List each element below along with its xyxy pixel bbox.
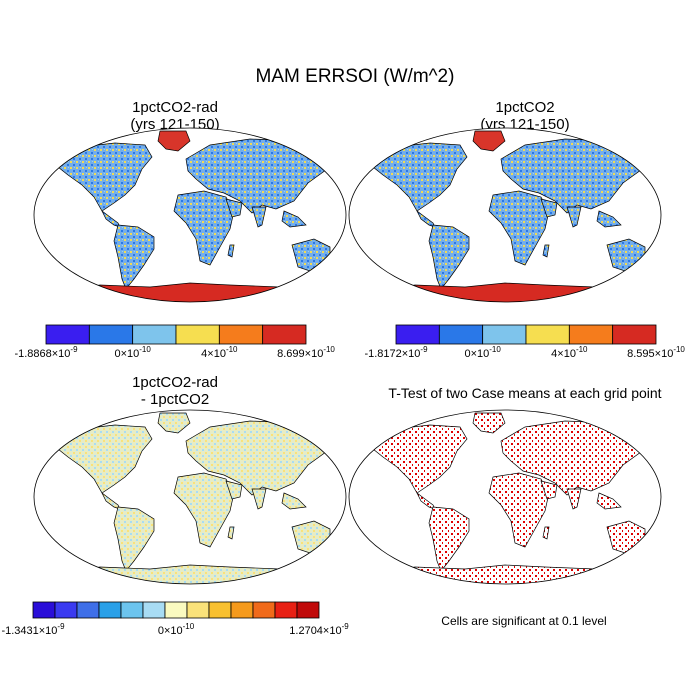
continent-north-america [364, 142, 468, 212]
map-border [348, 127, 662, 303]
colorbar-1pctco2-rad: -1.8868×10-9 0×10-10 4×10-10 8.699×10-10 [14, 324, 335, 360]
continent-south-america [428, 506, 470, 572]
colorbar-tick-label: 0×10-10 [464, 345, 501, 360]
continent-madagascar [542, 526, 550, 540]
map-border [348, 409, 662, 585]
colorbar-swatch [208, 601, 232, 619]
colorbar-tick-label: -1.8172×10-9 [364, 345, 428, 360]
colorbar-swatch [525, 324, 570, 345]
panel-4-title: T-Test of two Case means at each grid po… [388, 385, 661, 401]
colorbar-swatch [98, 601, 122, 619]
continent-greenland [472, 412, 506, 434]
colorbar-swatch [252, 601, 276, 619]
colorbar-tick-label: 4×10-10 [201, 345, 238, 360]
colorbar-swatch [395, 324, 440, 345]
colorbar-swatch [482, 324, 527, 345]
continent-madagascar [227, 526, 235, 540]
continent-arabia [540, 480, 558, 500]
colorbar-swatch [230, 601, 254, 619]
continent-north-america [364, 424, 468, 494]
colorbar-tick-label: 4×10-10 [551, 345, 588, 360]
continent-greenland [157, 412, 191, 434]
map-border [33, 127, 347, 303]
continent-india [566, 206, 582, 228]
continent-arabia [540, 198, 558, 218]
continent-southeast-asia [281, 210, 307, 228]
panel-1-title-line1: 1pctCO2-rad [132, 99, 218, 116]
panel-3-title-line1: 1pctCO2-rad [132, 374, 218, 391]
continent-madagascar [542, 244, 550, 258]
colorbar-swatch [296, 601, 320, 619]
colorbar-swatch [274, 601, 298, 619]
colorbar-difference: -1.3431×10-9 0×10-10 1.2704×10-9 [1, 601, 349, 637]
continent-greenland [157, 130, 191, 152]
significance-note: Cells are significant at 0.1 level [441, 614, 606, 628]
colorbar-swatch [438, 324, 484, 345]
colorbar-swatch [54, 601, 78, 619]
continent-north-america [49, 142, 153, 212]
colorbar-swatch [218, 324, 264, 345]
continent-india [251, 488, 267, 510]
continent-southeast-asia [596, 492, 622, 510]
colorbar-swatch [76, 601, 100, 619]
colorbar-swatch [186, 601, 210, 619]
map-panel-t-test [348, 409, 662, 585]
colorbar-tick-label: 0×10-10 [114, 345, 151, 360]
continent-north-america [49, 424, 153, 494]
continent-southeast-asia [596, 210, 622, 228]
map-panel-1pctco2-rad [33, 127, 347, 303]
map-border [33, 409, 347, 585]
continent-india [251, 206, 267, 228]
colorbar-swatch [612, 324, 657, 345]
colorbar-tick-label: 8.699×10-10 [277, 345, 335, 360]
colorbar-tick-label: -1.8868×10-9 [14, 345, 78, 360]
colorbar-tick-label: -1.3431×10-9 [1, 622, 65, 637]
colorbar-tick-label: 8.595×10-10 [627, 345, 685, 360]
continent-greenland [472, 130, 506, 152]
colorbar-1pctco2: -1.8172×10-9 0×10-10 4×10-10 8.595×10-10 [364, 324, 685, 360]
colorbar-swatch [132, 324, 177, 345]
continent-madagascar [227, 244, 235, 258]
continent-south-america [113, 224, 155, 290]
colorbar-swatch [120, 601, 144, 619]
continent-arabia [225, 480, 243, 500]
figure-title: MAM ERRSOI (W/m^2) [256, 66, 455, 87]
continent-africa [488, 190, 550, 266]
colorbar-swatch [45, 324, 90, 345]
panel-3-title-line2: - 1pctCO2 [141, 391, 209, 408]
colorbar-swatch [175, 324, 220, 345]
colorbar-swatch [164, 601, 188, 619]
continent-africa [488, 472, 550, 548]
colorbar-tick-label: 1.2704×10-9 [289, 622, 349, 637]
continent-arabia [225, 198, 243, 218]
continent-south-america [113, 506, 155, 572]
continent-africa [173, 472, 235, 548]
continent-south-america [428, 224, 470, 290]
continent-africa [173, 190, 235, 266]
colorbar-swatch [262, 324, 307, 345]
map-panel-difference [33, 409, 347, 585]
colorbar-swatch [32, 601, 56, 619]
panel-2-title-line1: 1pctCO2 [495, 99, 554, 116]
continent-india [566, 488, 582, 510]
colorbar-swatch [142, 601, 166, 619]
colorbar-swatch [568, 324, 614, 345]
colorbar-swatch [88, 324, 134, 345]
colorbar-tick-label: 0×10-10 [158, 622, 195, 637]
map-panel-1pctco2 [348, 127, 662, 303]
continent-southeast-asia [281, 492, 307, 510]
